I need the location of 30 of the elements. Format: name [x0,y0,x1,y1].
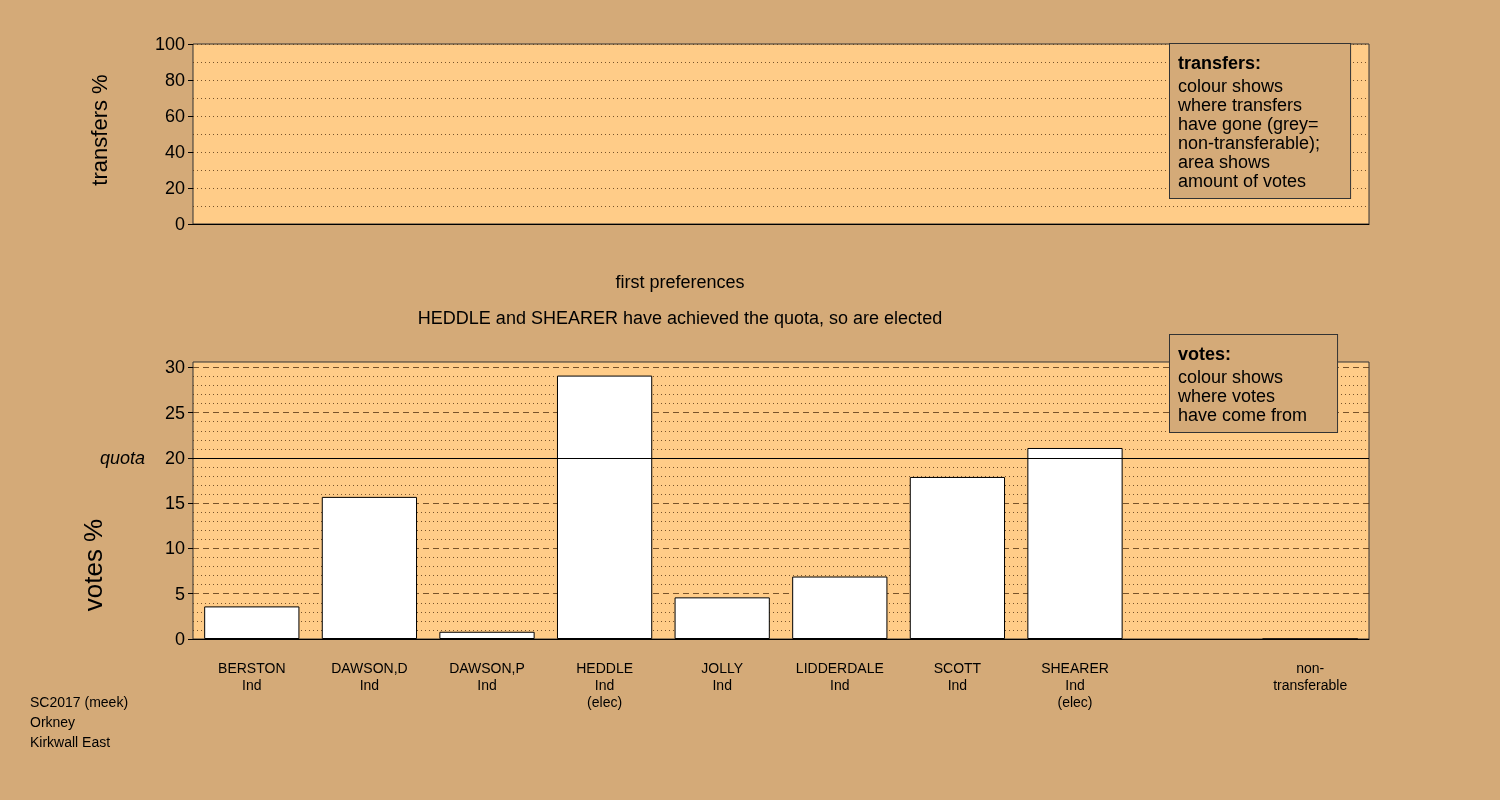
chart-subtitle: HEDDLE and SHEARER have achieved the quota, so are elected [417,308,943,328]
x-tick-label: SHEARER Ind (elec) [1041,659,1109,710]
y-tick-label: 0 [174,214,185,234]
y-axis-title: transfers % [86,74,112,186]
y-tick-label: 30 [164,357,185,378]
annotation: transfers: colour shows where transfers have gone (grey= non-transferable); area shows amount of votes [1177,53,1321,191]
y-tick-label: 10 [164,538,185,559]
annotation: votes: colour shows where votes have come from [1177,344,1308,425]
x-tick-label: SCOTT Ind [933,659,982,693]
y-tick-label: 15 [164,493,185,514]
y-tick-label: 20 [164,447,185,468]
y-tick-label: 40 [164,142,185,162]
y-tick-label: 0 [174,629,185,649]
x-tick-label: LIDDERDALE Ind [795,659,884,693]
x-tick-label: DAWSON,P Ind [449,659,525,693]
x-tick-label: DAWSON,D Ind [331,659,408,693]
y-tick-label: 80 [164,70,185,90]
x-tick-label: HEDDLE Ind (elec) [576,659,633,710]
y-tick-label: 100 [154,34,185,54]
x-tick-label: JOLLY Ind [701,659,744,693]
y-tick-label: 25 [164,402,185,423]
chart-title: first preferences [615,272,745,292]
x-tick-label: BERSTON Ind [218,659,286,693]
text: SC2017 (meek) Orkney Kirkwall East [30,694,129,750]
y-tick-label: 20 [164,178,185,198]
x-tick-label: non- transferable [1273,659,1348,693]
y-tick-label: 60 [164,106,185,126]
y-tick-label: 5 [174,583,185,604]
y-axis-title: votes % [78,518,108,612]
ref-line-label: quota [99,447,145,468]
